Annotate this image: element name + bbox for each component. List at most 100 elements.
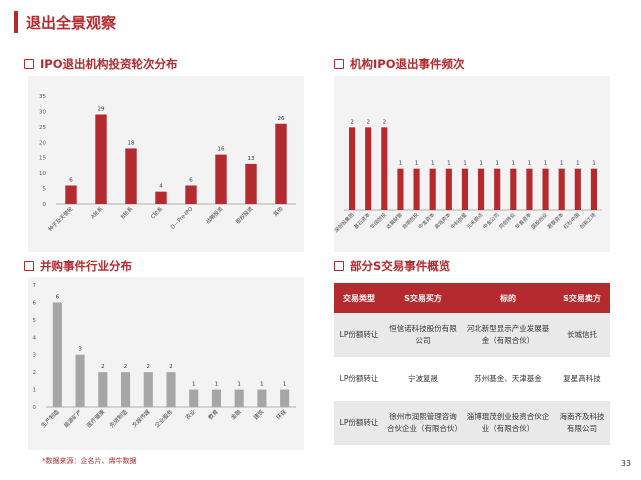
bar bbox=[526, 168, 533, 210]
page-number: 33 bbox=[620, 459, 631, 468]
table-cell: 徐州市润熙管理咨询合伙企业（有限合伙） bbox=[384, 401, 462, 445]
ipo-round-bar-chart: 0 5 10 15 20 25 30 35 6 种子及天使轮 29 A轮系 18 B轮系 4 C轮系 6 D—Pr… bbox=[39, 94, 296, 233]
bar-value-label: 1 bbox=[431, 161, 435, 167]
chart2-panel: 01232深创投集团2基石资本2华润创投1达晨财智1启明创投1中金资本1高瓴资本… bbox=[331, 76, 610, 252]
table-row: LP份额转让 宁波复晟 苏州基金、天津基金 复星高科技 bbox=[334, 357, 610, 401]
bar-value-label: 1 bbox=[479, 161, 483, 167]
table-title: 部分S交易事件概览 bbox=[334, 258, 450, 274]
bar bbox=[65, 185, 77, 204]
col-header: S交易卖方 bbox=[554, 283, 610, 313]
y-tick-label: 30 bbox=[39, 109, 46, 115]
bar bbox=[52, 302, 62, 407]
x-tick-label: 深创投集团 bbox=[334, 211, 355, 234]
bar-value-label: 18 bbox=[128, 140, 135, 146]
bar-value-label: 1 bbox=[215, 382, 219, 388]
x-tick-label: 战略投资 bbox=[204, 204, 225, 225]
bar bbox=[125, 148, 137, 204]
bar-value-label: 29 bbox=[98, 107, 105, 113]
bar bbox=[381, 127, 388, 210]
x-tick-label: 高瓴资本 bbox=[433, 211, 452, 230]
section-square-icon bbox=[334, 261, 344, 271]
section-square-icon bbox=[24, 59, 34, 69]
ma-industry-bar-chart: 0 1 2 3 4 5 6 7 6 生产制造 3 能源矿产 2 医疗健康 2 先进制造 2 文娱传媒 2 企业服务 1 农… bbox=[33, 283, 296, 429]
table-cell: LP份额转让 bbox=[334, 357, 384, 401]
col-header: 标的 bbox=[462, 283, 554, 313]
x-tick-label: 生产制造 bbox=[39, 407, 61, 429]
y-tick-label: 5 bbox=[33, 318, 37, 324]
x-tick-label: 医疗健康 bbox=[85, 407, 107, 429]
y-tick-label: 6 bbox=[33, 300, 37, 306]
x-tick-label: 先进制造 bbox=[107, 407, 129, 429]
y-tick-label: 4 bbox=[33, 335, 37, 341]
bar bbox=[155, 191, 167, 204]
chart2-title: 机构IPO退出事件频次 bbox=[334, 56, 464, 72]
bar-value-label: 16 bbox=[218, 147, 225, 153]
y-tick-label: 0 bbox=[33, 405, 37, 411]
bar bbox=[121, 372, 131, 407]
bar bbox=[215, 154, 227, 204]
bar bbox=[245, 163, 257, 204]
y-tick-label: 0 bbox=[334, 208, 335, 214]
y-tick-label: 20 bbox=[39, 140, 46, 146]
x-tick-label: 创新工场 bbox=[578, 211, 597, 230]
y-tick-label: 1 bbox=[33, 388, 37, 394]
bar bbox=[143, 372, 153, 407]
x-tick-label: 元禾原点 bbox=[465, 211, 484, 230]
table-row: LP份额转让 徐州市润熙管理咨询合伙企业（有限合伙） 淄博琨茂创业投资合伙企业（… bbox=[334, 401, 610, 445]
bar-value-label: 2 bbox=[350, 119, 354, 125]
s-transaction-table: 交易类型 S交易买方 标的 S交易卖方 LP份额转让 恒信诺科技股份有限公司 河… bbox=[334, 283, 610, 445]
source-note: *数据来源：企名片、烯牛数据 bbox=[42, 457, 137, 465]
bar bbox=[494, 168, 501, 210]
chart3-title: 并购事件行业分布 bbox=[24, 258, 132, 274]
x-tick-label: 文娱传媒 bbox=[130, 407, 152, 429]
x-tick-label: 中金公司 bbox=[481, 211, 500, 230]
page-title: 退出全景观察 bbox=[26, 14, 117, 32]
bar-value-label: 1 bbox=[192, 382, 196, 388]
table-cell: 河北新型显示产业发展基金（有限合伙） bbox=[462, 313, 554, 357]
bar bbox=[413, 168, 420, 210]
x-tick-label: B轮系 bbox=[119, 205, 135, 221]
bar bbox=[189, 389, 199, 407]
section-square-icon bbox=[334, 59, 344, 69]
bar bbox=[574, 168, 581, 210]
y-tick-label: 10 bbox=[39, 171, 46, 177]
table-row: LP份额转让 恒信诺科技股份有限公司 河北新型显示产业发展基金（有限合伙） 长城… bbox=[334, 313, 610, 357]
bar bbox=[365, 127, 372, 210]
bar bbox=[510, 168, 517, 210]
bar bbox=[461, 168, 469, 210]
bar-value-label: 2 bbox=[169, 364, 173, 370]
bar bbox=[95, 114, 107, 204]
bar bbox=[166, 372, 176, 407]
table-cell: LP份额转让 bbox=[334, 313, 384, 357]
chart1-title: IPO退出机构投资轮次分布 bbox=[24, 56, 177, 72]
chart3-panel: 0 1 2 3 4 5 6 7 6 生产制造 3 能源矿产 2 医疗健康 2 先进制造 2 文娱传媒 2 企业服务 1 农… bbox=[28, 277, 304, 450]
bar bbox=[445, 168, 452, 210]
col-header: S交易买方 bbox=[384, 283, 462, 313]
x-tick-label: 达晨财智 bbox=[385, 211, 404, 230]
y-tick-label: 7 bbox=[33, 283, 37, 289]
y-tick-label: 3 bbox=[334, 84, 335, 90]
y-tick-label: 3 bbox=[33, 353, 37, 359]
bar-value-label: 6 bbox=[56, 294, 60, 300]
y-tick-label: 2 bbox=[33, 370, 37, 376]
bar bbox=[348, 127, 356, 210]
bar-value-label: 1 bbox=[260, 382, 264, 388]
bar bbox=[75, 354, 85, 407]
bar-value-label: 1 bbox=[576, 161, 580, 167]
x-tick-label: 其他 bbox=[271, 204, 285, 218]
section-square-icon bbox=[24, 261, 34, 271]
x-tick-label: D—Pre-IPO bbox=[170, 206, 194, 230]
bar-value-label: 1 bbox=[399, 161, 403, 167]
table-cell: 苏州基金、天津基金 bbox=[462, 357, 554, 401]
bar bbox=[542, 168, 549, 210]
table-cell: 淄博琨茂创业投资合伙企业（有限合伙） bbox=[462, 401, 554, 445]
bar-value-label: 1 bbox=[528, 161, 532, 167]
x-tick-label: 环保 bbox=[274, 407, 288, 421]
title-accent-bar bbox=[14, 11, 18, 33]
bar-value-label: 1 bbox=[592, 161, 596, 167]
x-tick-label: 启明创投 bbox=[401, 211, 420, 230]
bar bbox=[590, 168, 598, 210]
table-cell: 复星高科技 bbox=[554, 357, 610, 401]
x-tick-label: 红杉中国 bbox=[562, 211, 581, 230]
bar-value-label: 6 bbox=[69, 177, 73, 183]
